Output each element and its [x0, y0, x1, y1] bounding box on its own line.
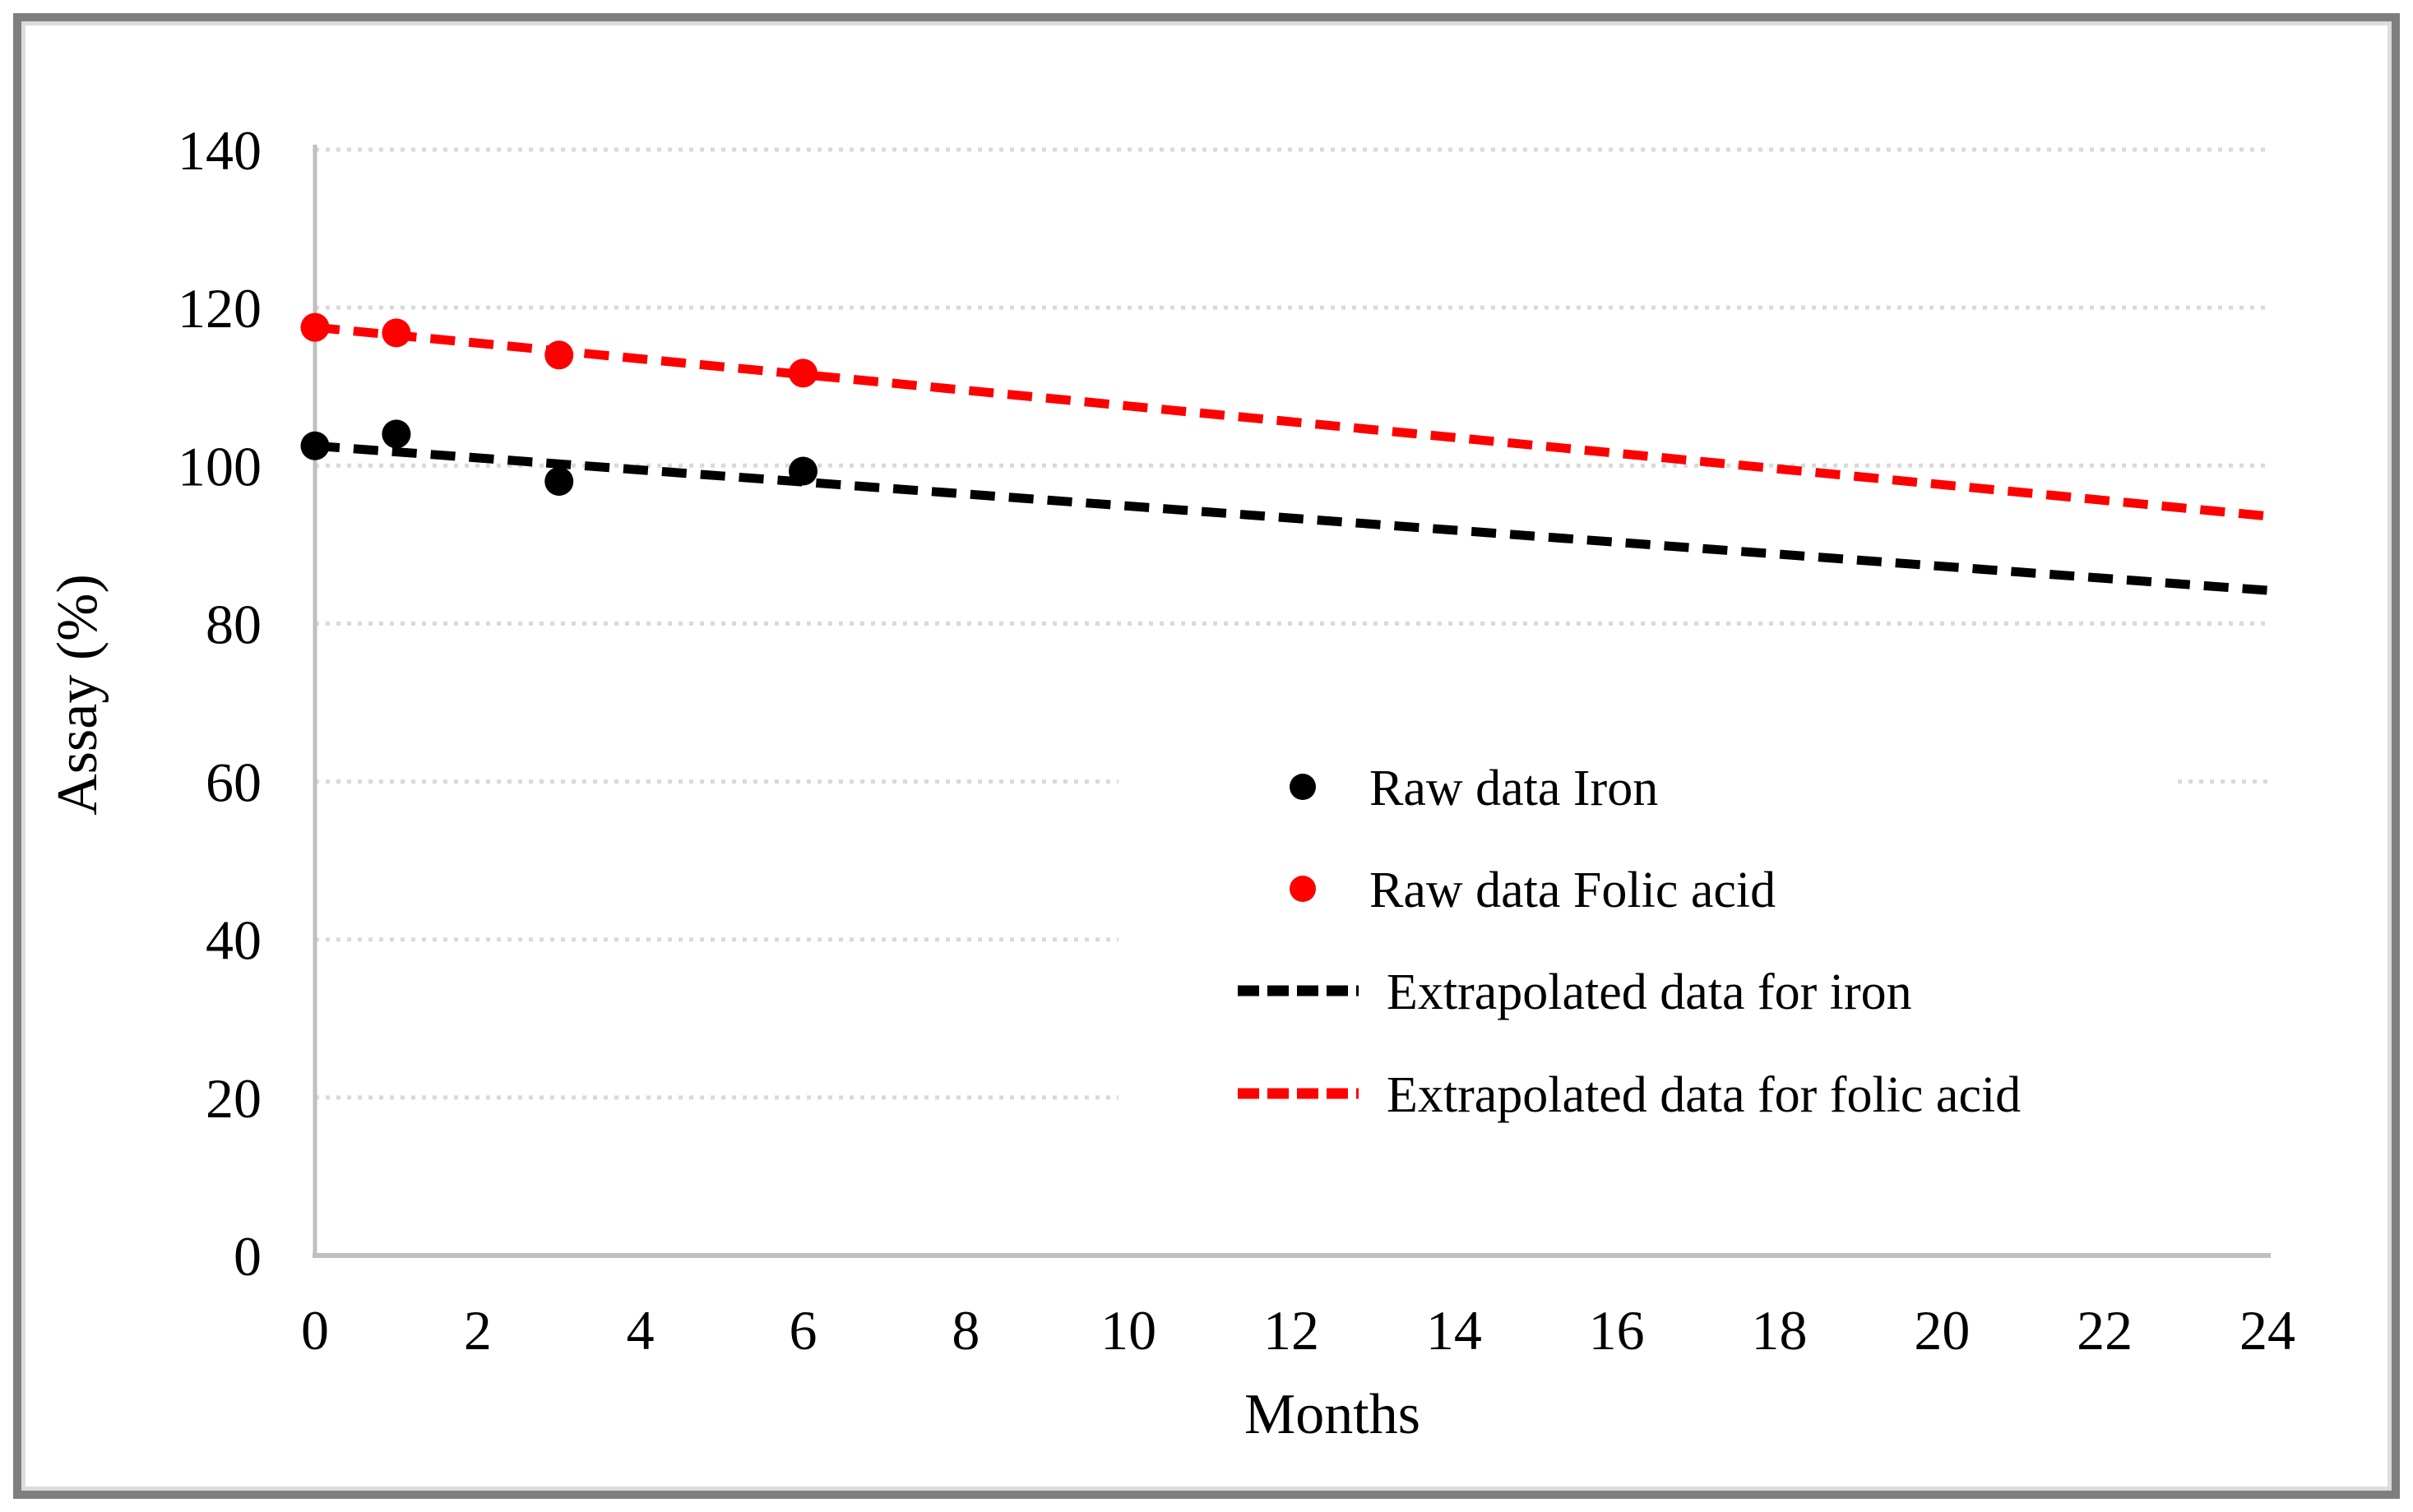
y-tick-label: 80: [206, 593, 262, 655]
x-tick-label: 24: [2239, 1299, 2295, 1362]
data-point: [544, 467, 574, 496]
y-tick-label: 60: [206, 751, 262, 814]
data-point: [789, 358, 817, 388]
x-tick-label: 8: [952, 1299, 980, 1362]
x-tick-labels: 0 2 4 6 8 10 12 14 16 18 20 22 24: [301, 1299, 2295, 1362]
legend-label-raw-iron: Raw data Iron: [1369, 761, 1658, 816]
data-point: [789, 456, 817, 486]
legend: Raw data Iron Raw data Folic acid Extrap…: [1238, 761, 2021, 1123]
data-point: [382, 419, 411, 449]
figure-outer-border: [13, 13, 2400, 1499]
data-point: [382, 318, 411, 348]
data-point: [544, 340, 574, 370]
x-tick-label: 10: [1100, 1299, 1156, 1362]
x-tick-label: 2: [464, 1299, 492, 1362]
legend-marker-raw-folic-acid-icon: [1290, 876, 1316, 902]
y-tick-label: 0: [234, 1225, 262, 1288]
trend-line: [314, 441, 2268, 595]
x-tick-label: 0: [301, 1299, 329, 1362]
legend-label-raw-folic-acid: Raw data Folic acid: [1369, 862, 1776, 918]
y-tick-label: 100: [178, 435, 262, 497]
trend-line: [314, 322, 2268, 521]
legend-label-extrapolated-folic-acid: Extrapolated data for folic acid: [1387, 1067, 2021, 1123]
x-tick-label: 6: [790, 1299, 817, 1362]
x-tick-label: 20: [1914, 1299, 1970, 1362]
x-axis-title: Months: [1244, 1383, 1420, 1446]
gridlines: [315, 147, 2267, 1100]
y-tick-label: 40: [206, 909, 262, 972]
trend-lines: [314, 322, 2268, 595]
x-tick-label: 12: [1263, 1299, 1319, 1362]
y-tick-label: 120: [178, 277, 262, 340]
x-tick-label: 18: [1752, 1299, 1808, 1362]
x-tick-label: 16: [1589, 1299, 1645, 1362]
x-tick-label: 4: [627, 1299, 655, 1362]
legend-marker-raw-iron-icon: [1290, 774, 1316, 800]
y-tick-label: 20: [206, 1067, 262, 1130]
x-tick-label: 22: [2077, 1299, 2133, 1362]
legend-label-extrapolated-iron: Extrapolated data for iron: [1387, 964, 1912, 1020]
y-tick-labels: 0 20 40 60 80 100 120 140: [178, 119, 262, 1288]
figure-inner-border: [21, 21, 2392, 1491]
data-point: [300, 431, 330, 460]
x-tick-label: 14: [1426, 1299, 1482, 1362]
y-tick-label: 140: [178, 119, 262, 182]
data-points: [300, 312, 817, 496]
y-axis-title: Assay (%): [46, 574, 109, 816]
data-point: [300, 312, 330, 342]
